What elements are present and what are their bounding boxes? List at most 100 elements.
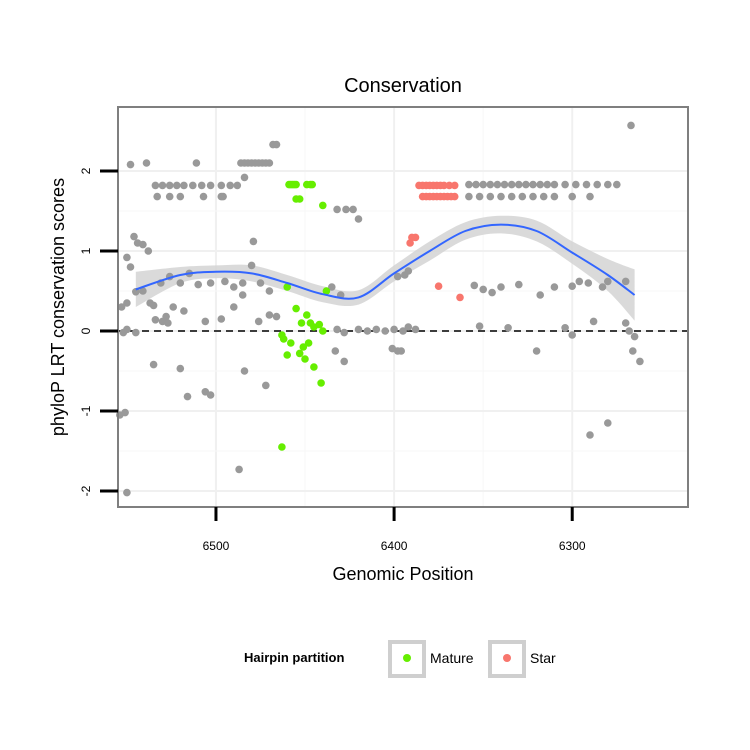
other-point: [151, 316, 160, 324]
other-point: [130, 232, 138, 241]
other-point: [604, 419, 612, 427]
mature-point: [278, 443, 286, 451]
other-point: [561, 180, 569, 189]
other-point: [219, 192, 227, 201]
other-point: [123, 488, 131, 497]
other-point: [354, 215, 363, 223]
other-point: [206, 279, 215, 287]
y-tick-label: 1: [79, 247, 93, 254]
other-point: [550, 180, 559, 189]
other-point: [572, 180, 580, 189]
other-point: [589, 317, 598, 326]
other-point: [518, 192, 527, 201]
mature-point: [301, 355, 309, 363]
mature-point: [299, 343, 308, 351]
other-point: [486, 180, 495, 189]
other-point: [504, 324, 512, 332]
mature-point: [292, 304, 300, 313]
other-point: [262, 381, 270, 390]
other-point: [240, 367, 249, 375]
other-point: [194, 280, 202, 289]
other-point: [529, 192, 537, 201]
mature-point: [279, 335, 288, 343]
other-point: [381, 327, 390, 335]
legend-title: Hairpin partition: [244, 650, 344, 665]
other-point: [158, 181, 167, 190]
other-point: [126, 263, 135, 271]
other-point: [630, 332, 639, 341]
other-point: [132, 288, 140, 296]
x-tick-label: 6500: [203, 539, 230, 553]
other-point: [568, 282, 576, 291]
other-point: [165, 192, 174, 201]
other-point: [497, 283, 505, 291]
other-point: [199, 192, 208, 201]
other-point: [126, 160, 135, 169]
other-point: [586, 431, 594, 439]
other-point: [265, 159, 274, 167]
other-point: [561, 324, 569, 332]
other-point: [475, 322, 484, 331]
other-point: [465, 180, 473, 189]
other-point: [142, 159, 151, 167]
other-point: [123, 253, 131, 262]
other-point: [515, 280, 523, 289]
mature-point: [315, 320, 324, 329]
other-point: [230, 303, 238, 311]
mature-point: [295, 349, 304, 358]
other-point: [233, 181, 242, 190]
other-point: [119, 328, 128, 337]
other-point: [604, 180, 612, 189]
mature-point: [310, 363, 318, 371]
mature-point: [317, 379, 325, 387]
mature-point: [319, 201, 327, 210]
y-axis: -2 -1 0 1 2: [79, 167, 118, 496]
other-point: [189, 181, 197, 190]
other-point: [247, 261, 256, 270]
other-point: [272, 140, 281, 149]
smooth-curve-layer: [135, 223, 636, 300]
other-point: [221, 277, 229, 286]
other-point: [486, 192, 495, 201]
other-point: [180, 181, 188, 190]
other-point: [333, 205, 341, 214]
other-point: [568, 331, 576, 339]
other-point: [493, 180, 502, 189]
y-tick-label: -2: [79, 485, 93, 496]
other-point: [582, 180, 591, 189]
other-point: [470, 281, 479, 290]
other-point: [543, 180, 552, 189]
other-point: [627, 121, 635, 130]
other-point: [472, 180, 480, 189]
other-point: [265, 287, 274, 295]
other-point: [183, 392, 192, 401]
mature-point: [297, 319, 306, 327]
legend-dot-star: [503, 654, 511, 662]
other-point: [363, 327, 372, 335]
other-point: [132, 328, 140, 337]
other-point: [165, 181, 174, 190]
mature-point: [292, 180, 300, 189]
other-point: [176, 192, 185, 201]
other-point: [636, 357, 644, 366]
other-point: [465, 192, 473, 201]
other-point: [149, 360, 158, 369]
other-point: [240, 173, 249, 182]
other-point: [529, 180, 537, 189]
mature-point: [283, 283, 292, 291]
other-point: [584, 279, 593, 287]
mature-point: [304, 339, 313, 347]
other-point: [397, 347, 406, 355]
other-point: [151, 181, 160, 190]
star-point: [456, 293, 464, 302]
other-point: [372, 325, 381, 334]
x-axis: 6500 6400 6300: [203, 507, 586, 553]
other-point: [539, 192, 548, 201]
other-point: [621, 319, 630, 327]
star-point: [440, 181, 448, 190]
legend-dot-mature: [403, 654, 411, 662]
other-point: [235, 465, 243, 474]
other-point: [206, 391, 215, 399]
other-point: [598, 283, 607, 291]
